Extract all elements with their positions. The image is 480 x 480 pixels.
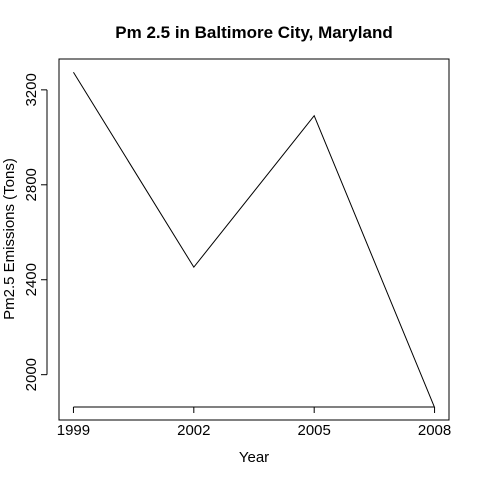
series-line xyxy=(73,72,436,408)
y-tick-label: 2000 xyxy=(23,358,40,391)
x-axis: 1999 2002 2005 2008 xyxy=(57,406,451,439)
x-tick-label: 2008 xyxy=(418,422,451,439)
chart-title: Pm 2.5 in Baltimore City, Maryland xyxy=(115,23,392,42)
y-axis-label: Pm2.5 Emissions (Tons) xyxy=(1,158,18,320)
y-tick-label: 3200 xyxy=(23,73,40,106)
series-group xyxy=(73,72,436,408)
x-tick-label: 2005 xyxy=(297,422,330,439)
x-tick-label: 2002 xyxy=(177,422,210,439)
plot-box xyxy=(58,58,450,421)
x-axis-label: Year xyxy=(239,449,269,466)
x-tick-label: 1999 xyxy=(57,422,90,439)
y-tick-label: 2800 xyxy=(23,168,40,201)
y-tick-label: 2400 xyxy=(23,263,40,296)
y-axis: 2000 2400 2800 3200 xyxy=(23,73,48,391)
